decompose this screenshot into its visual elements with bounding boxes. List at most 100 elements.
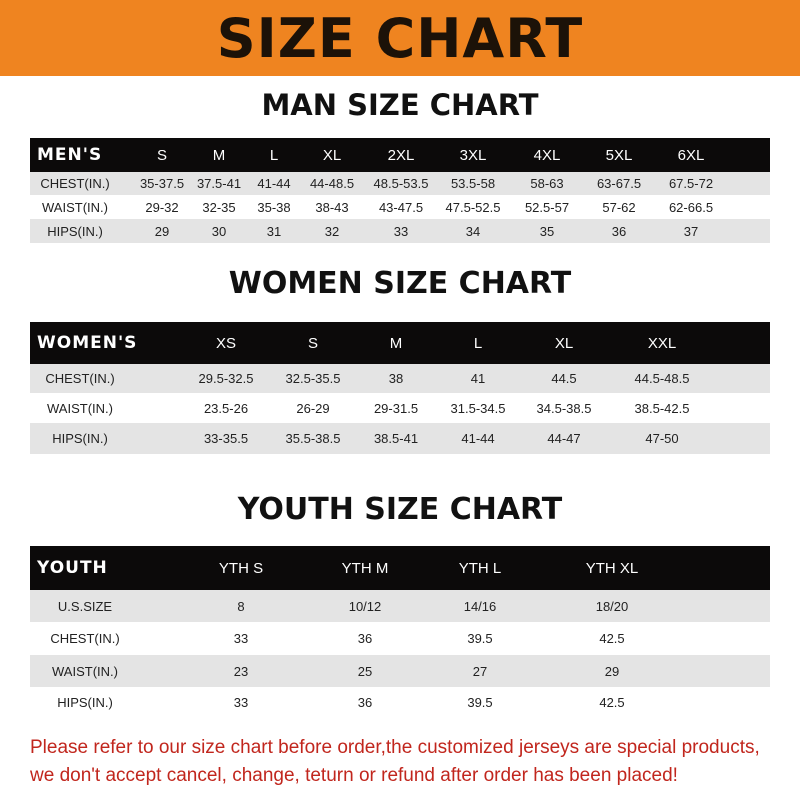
table-cell: 26-29 [296,400,330,416]
table-cell: 33 [393,223,409,239]
size-header: 5XL [605,146,633,164]
size-header: L [473,334,483,352]
table-cell: 47.5-52.5 [445,199,501,215]
table-cell: 34 [465,223,481,239]
women-size-table: WOMEN'S XS S M L XL XXL CHEST(IN.) 29.5-32.5 32.5… [30,322,770,454]
banner-title: SIZE CHART [216,6,584,70]
men-title: MAN SIZE CHART [261,88,539,122]
table-cell: 33 [233,631,249,646]
table-cell: 37 [683,223,699,239]
size-header: XL [322,146,342,164]
table-cell: 38.5-42.5 [634,400,690,416]
size-header: XXL [647,334,677,352]
table-cell: 41-44 [461,431,495,446]
table-row: WAIST(IN.) 23 25 27 29 [30,655,770,687]
men-size-table: MEN'S S M L XL 2XL 3XL 4XL 5XL 6XL CHEST(IN.) 35-37… [30,138,770,243]
table-cell: 42.5 [599,631,625,646]
table-row: WAIST(IN.) 29-32 32-35 35-38 38-43 43-47.5 47.… [30,195,770,219]
table-cell: 37.5-41 [196,176,242,191]
table-cell: 35-38 [257,199,291,215]
size-header: YTH XL [585,559,639,577]
notice-line-2: we don't accept cancel, change, teturn o… [30,765,678,786]
table-cell: 39.5 [467,631,493,646]
table-cell: 32.5-35.5 [285,371,341,386]
table-cell: 41-44 [257,176,291,191]
header-row: WOMEN'S XS S M L XL XXL [30,322,770,364]
table-cell: 35.5-38.5 [285,431,341,446]
size-header: L [269,146,279,164]
table-title: YOUTH [37,558,108,578]
banner: SIZE CHART [0,0,800,76]
size-header: 6XL [677,146,705,164]
table-row: CHEST(IN.) 35-37.5 37.5-41 41-44 44-48.5 48.5… [30,172,770,195]
table-cell: 38.5-41 [373,431,419,446]
header-row: MEN'S S M L XL 2XL 3XL 4XL 5XL 6XL [30,138,770,172]
table-cell: 44-47 [547,431,581,446]
table-cell: 47-50 [645,431,679,446]
table-cell: 36 [357,695,373,710]
table-cell: 8 [237,598,245,614]
size-header: S [307,334,319,352]
row-label: CHEST(IN.) [45,371,115,386]
table-cell: 18/20 [595,598,629,614]
size-header: YTH L [458,559,502,577]
table-cell: 36 [357,631,373,646]
table-cell: 33 [233,695,249,710]
table-cell: 35 [539,223,555,239]
table-cell: 25 [357,663,373,679]
table-cell: 39.5 [467,695,493,710]
row-label: U.S.SIZE [57,598,113,614]
table-row: WAIST(IN.) 23.5-26 26-29 29-31.5 31.5-34.5 34… [30,393,770,423]
table-cell: 44.5 [551,371,577,386]
size-header: M [212,146,226,164]
header-row: YOUTH YTH S YTH M YTH L YTH XL [30,546,770,590]
table-title: MEN'S [37,145,103,165]
row-label: WAIST(IN.) [42,199,108,215]
table-row: U.S.SIZE 8 10/12 14/16 18/20 [30,590,770,622]
table-cell: 32-35 [202,199,236,215]
size-header: XS [215,334,237,352]
table-cell: 62-66.5 [668,199,714,215]
table-cell: 31 [266,223,282,239]
table-cell: 10/12 [348,598,382,614]
table-cell: 44-48.5 [309,176,355,191]
table-cell: 14/16 [463,598,497,614]
table-cell: 32 [324,223,340,239]
table-row: HIPS(IN.) 33-35.5 35.5-38.5 38.5-41 41-44 44-… [30,423,770,454]
table-cell: 63-67.5 [596,176,642,191]
table-cell: 36 [611,223,627,239]
women-title: WOMEN SIZE CHART [228,266,572,301]
row-label: WAIST(IN.) [52,663,118,679]
row-label: WAIST(IN.) [47,400,113,416]
table-cell: 29 [154,223,170,239]
table-cell: 48.5-53.5 [373,176,429,191]
table-cell: 29.5-32.5 [198,371,254,386]
table-cell: 29-31.5 [373,400,419,416]
table-cell: 44.5-48.5 [634,371,690,386]
table-row: HIPS(IN.) 33 36 39.5 42.5 [30,687,770,718]
table-title: WOMEN'S [37,333,138,353]
row-label: HIPS(IN.) [52,431,108,446]
table-cell: 42.5 [599,695,625,710]
table-cell: 23.5-26 [203,400,249,416]
row-label: HIPS(IN.) [57,695,113,710]
table-cell: 53.5-58 [450,176,496,191]
youth-size-table: YOUTH YTH S YTH M YTH L YTH XL U.S.SIZE 8 10/12… [30,546,770,718]
size-header: 2XL [387,146,415,164]
table-cell: 67.5-72 [668,176,714,191]
size-header: M [389,334,403,352]
table-cell: 38-43 [315,199,349,215]
youth-title: YOUTH SIZE CHART [237,492,563,527]
table-cell: 29 [604,663,620,679]
table-cell: 57-62 [602,199,636,215]
table-cell: 58-63 [530,176,564,191]
table-cell: 38 [388,371,404,386]
table-cell: 27 [472,663,488,679]
size-header: YTH S [218,559,264,577]
table-cell: 34.5-38.5 [536,400,592,416]
table-cell: 31.5-34.5 [450,400,506,416]
size-header: XL [554,334,574,352]
table-cell: 30 [211,223,227,239]
notice-line-1: Please refer to our size chart before or… [30,737,760,758]
table-cell: 23 [233,663,249,679]
